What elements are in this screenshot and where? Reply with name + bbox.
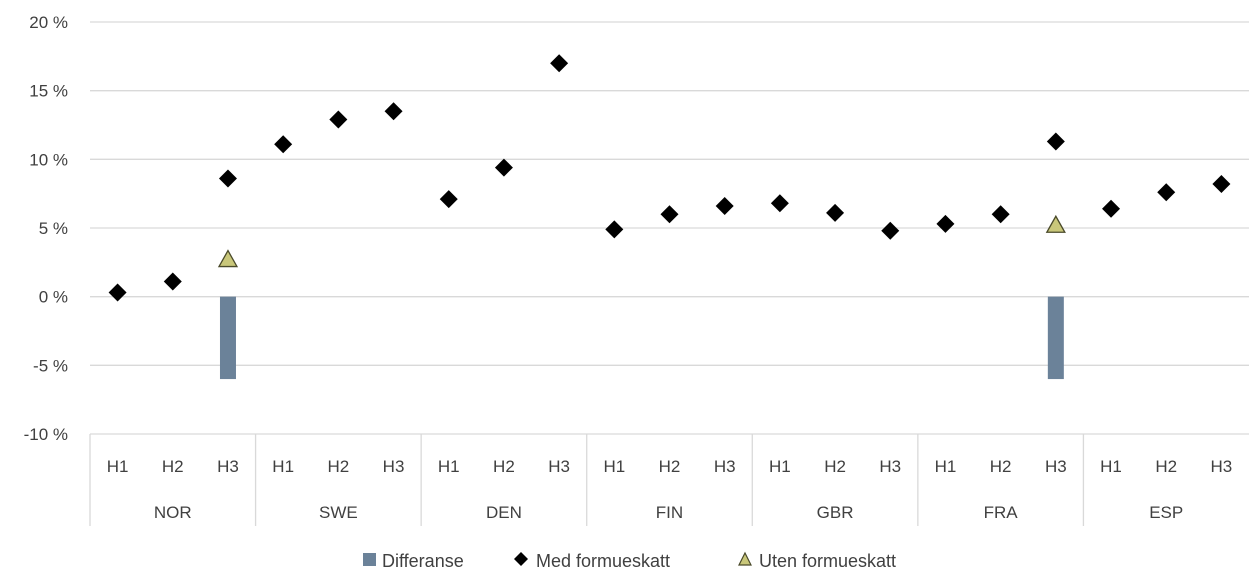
med-formueskatt-point (660, 205, 679, 224)
x-tick-label: H3 (714, 457, 736, 476)
x-tick-label: H3 (879, 457, 901, 476)
legend: Differanse Med formueskatt Uten formuesk… (363, 551, 896, 571)
x-tick-label: H3 (548, 457, 570, 476)
x-tick-label: H2 (493, 457, 515, 476)
med-formueskatt-point (936, 214, 955, 233)
med-formueskatt-point (1212, 175, 1231, 194)
legend-label-uten: Uten formueskatt (759, 551, 896, 571)
med-formueskatt-point (329, 110, 348, 129)
med-formueskatt-point (715, 197, 734, 216)
x-group-label: FIN (656, 503, 683, 522)
med-formueskatt-point (494, 158, 513, 177)
x-group-label: SWE (319, 503, 358, 522)
x-tick-label: H1 (603, 457, 625, 476)
med-formueskatt-point (384, 102, 403, 121)
uten-formueskatt-point (217, 249, 239, 268)
x-tick-label: H1 (935, 457, 957, 476)
med-formueskatt-point (991, 205, 1010, 224)
med-formueskatt-point (274, 135, 293, 154)
legend-label-differanse: Differanse (382, 551, 464, 571)
med-formueskatt-point (826, 203, 845, 222)
x-tick-label: H2 (990, 457, 1012, 476)
med-formueskatt-point (881, 221, 900, 240)
gridlines (90, 21, 1249, 435)
x-tick-label: H2 (824, 457, 846, 476)
x-group-label: FRA (984, 503, 1019, 522)
y-tick-label: -5 % (33, 356, 68, 375)
legend-label-med: Med formueskatt (536, 551, 670, 571)
med-formueskatt-point (1046, 132, 1065, 151)
med-formueskatt-point (163, 272, 182, 291)
x-tick-label: H1 (438, 457, 460, 476)
y-tick-label: 20 % (29, 13, 68, 32)
y-tick-label: 10 % (29, 150, 68, 169)
x-group-label: ESP (1149, 503, 1183, 522)
x-tick-label: H1 (1100, 457, 1122, 476)
med-formueskatt-point (218, 169, 237, 188)
x-tick-label: H3 (217, 457, 239, 476)
uten-formueskatt-points (217, 214, 1066, 268)
med-formueskatt-point (605, 220, 624, 239)
legend-swatch-uten (738, 551, 752, 566)
x-group-label: DEN (486, 503, 522, 522)
legend-swatch-differanse (363, 553, 376, 566)
x-tick-label: H2 (327, 457, 349, 476)
differanse-bars (219, 296, 1064, 380)
med-formueskatt-point (550, 54, 569, 73)
x-tick-label: H1 (769, 457, 791, 476)
y-tick-label: -10 % (24, 425, 68, 444)
legend-swatch-med (514, 552, 528, 566)
x-tick-label: H2 (659, 457, 681, 476)
x-tick-label: H3 (1045, 457, 1067, 476)
uten-formueskatt-point (1045, 214, 1066, 233)
y-tick-label: 5 % (39, 219, 68, 238)
med-formueskatt-point (770, 194, 789, 213)
med-formueskatt-point (1102, 199, 1121, 218)
x-tick-label: H3 (1211, 457, 1233, 476)
x-tick-label: H2 (1155, 457, 1177, 476)
x-group-label: GBR (817, 503, 854, 522)
x-group-label: NOR (154, 503, 192, 522)
x-tick-label: H2 (162, 457, 184, 476)
y-tick-label: 0 % (39, 288, 68, 307)
med-formueskatt-point (108, 283, 127, 302)
x-tick-label: H1 (272, 457, 294, 476)
med-formueskatt-point (439, 190, 458, 209)
differanse-bar (1047, 296, 1064, 380)
med-formueskatt-point (1157, 183, 1176, 202)
y-tick-label: 15 % (29, 82, 68, 101)
y-axis-ticks: 20 % 15 % 10 % 5 % 0 % -5 % -10 % (24, 13, 68, 444)
med-formueskatt-points (108, 54, 1231, 302)
differanse-bar (219, 296, 236, 380)
x-tick-label: H3 (383, 457, 405, 476)
x-tick-label: H1 (107, 457, 129, 476)
x-axis: H1 H2 H3 NOR H1 H2 H3 SWE H1 H2 H3 DEN H1 H2 H3 FIN H1 H2… (89, 434, 1233, 526)
